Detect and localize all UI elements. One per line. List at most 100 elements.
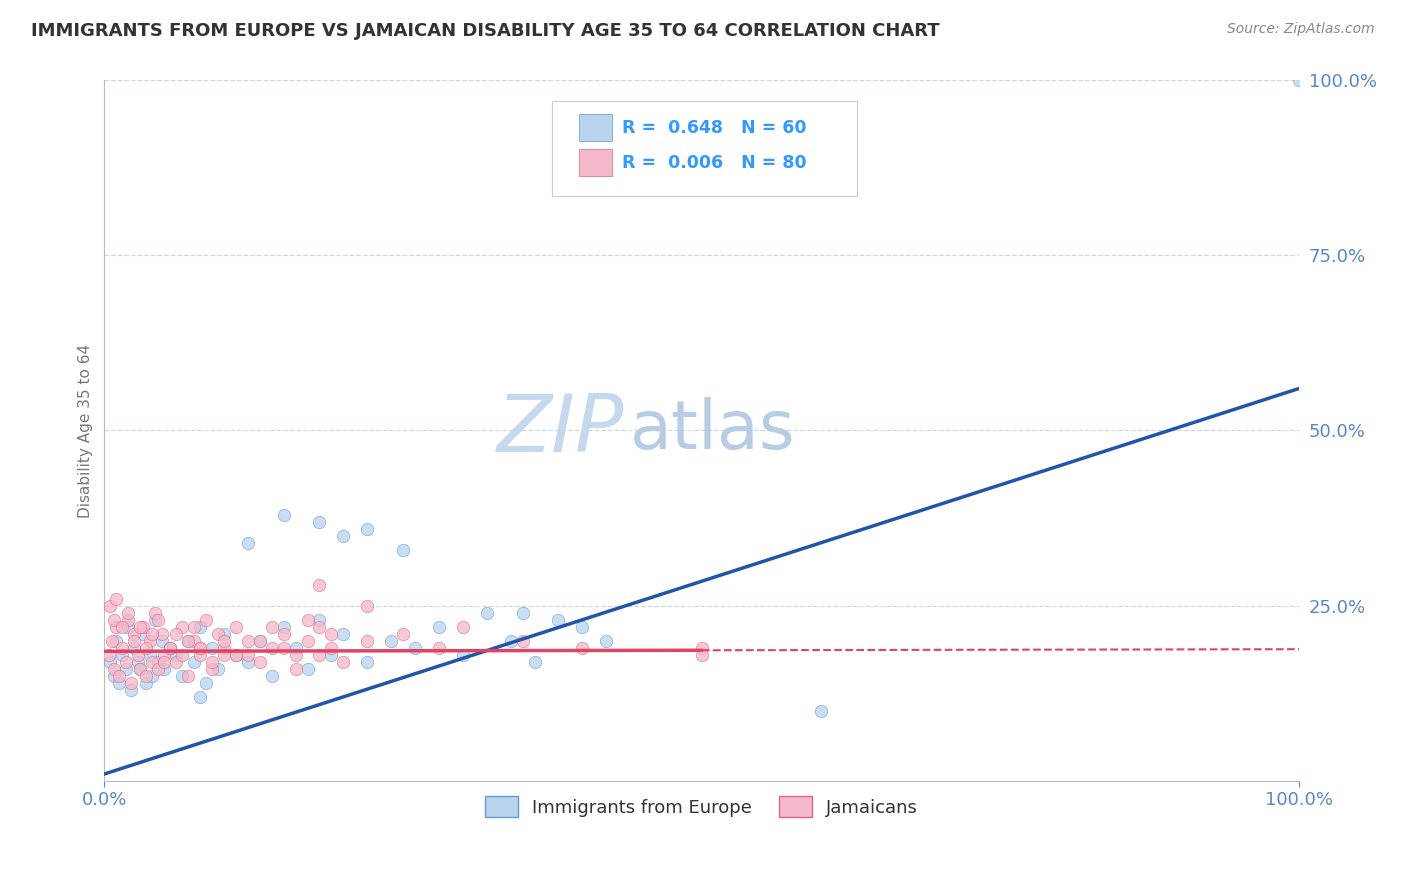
Point: [427, 640, 450, 655]
Point: [212, 640, 235, 655]
Point: [356, 655, 378, 669]
Point: [260, 620, 283, 634]
Point: [165, 655, 187, 669]
Point: [332, 627, 354, 641]
Point: [127, 648, 149, 662]
Point: [105, 591, 128, 606]
Point: [356, 633, 378, 648]
Point: [177, 669, 200, 683]
Point: [207, 662, 229, 676]
Point: [170, 648, 193, 662]
Point: [321, 648, 343, 662]
Point: [308, 515, 330, 529]
Point: [188, 648, 211, 662]
Point: [194, 676, 217, 690]
Point: [188, 640, 211, 655]
Point: [117, 620, 139, 634]
Point: [380, 633, 402, 648]
Point: [107, 669, 129, 683]
FancyBboxPatch shape: [579, 114, 612, 141]
Legend: Immigrants from Europe, Jamaicans: Immigrants from Europe, Jamaicans: [478, 789, 925, 824]
Point: [308, 578, 330, 592]
Point: [117, 613, 139, 627]
Point: [297, 613, 319, 627]
Point: [115, 655, 138, 669]
Point: [475, 606, 498, 620]
Point: [135, 640, 157, 655]
Point: [120, 676, 142, 690]
Point: [451, 620, 474, 634]
Point: [103, 669, 125, 683]
Point: [451, 648, 474, 662]
Point: [201, 655, 224, 669]
Point: [139, 633, 162, 648]
Point: [404, 640, 426, 655]
Point: [135, 676, 157, 690]
Point: [284, 648, 307, 662]
Point: [194, 613, 217, 627]
Point: [159, 640, 181, 655]
Point: [183, 633, 205, 648]
Point: [98, 599, 121, 613]
Point: [143, 606, 166, 620]
Point: [571, 640, 593, 655]
Point: [141, 655, 163, 669]
Point: [212, 633, 235, 648]
Point: [127, 655, 149, 669]
Point: [249, 633, 271, 648]
Point: [260, 669, 283, 683]
Point: [512, 633, 534, 648]
Point: [225, 648, 247, 662]
Text: ZIP: ZIP: [496, 392, 624, 469]
Point: [98, 655, 121, 669]
Point: [297, 633, 319, 648]
Text: R =  0.006   N = 80: R = 0.006 N = 80: [621, 153, 807, 171]
Point: [146, 613, 169, 627]
Point: [103, 613, 125, 627]
Point: [308, 620, 330, 634]
Point: [273, 620, 295, 634]
Point: [129, 620, 152, 634]
Point: [236, 655, 259, 669]
Point: [177, 633, 200, 648]
FancyBboxPatch shape: [579, 149, 612, 176]
Point: [188, 640, 211, 655]
Point: [188, 620, 211, 634]
Point: [188, 690, 211, 704]
Point: [170, 669, 193, 683]
Point: [159, 640, 181, 655]
Y-axis label: Disability Age 35 to 64: Disability Age 35 to 64: [79, 343, 93, 517]
Point: [111, 648, 134, 662]
Point: [225, 620, 247, 634]
Point: [207, 627, 229, 641]
Point: [183, 620, 205, 634]
Point: [392, 627, 415, 641]
Point: [165, 648, 187, 662]
Point: [183, 655, 205, 669]
Point: [131, 627, 153, 641]
Text: atlas: atlas: [630, 398, 796, 464]
Point: [129, 662, 152, 676]
Point: [107, 676, 129, 690]
Point: [356, 599, 378, 613]
Point: [236, 535, 259, 549]
Point: [153, 655, 176, 669]
Point: [159, 640, 181, 655]
Point: [201, 640, 224, 655]
Point: [260, 640, 283, 655]
Point: [141, 627, 163, 641]
Point: [225, 648, 247, 662]
Point: [120, 682, 142, 697]
Point: [523, 655, 546, 669]
Point: [122, 633, 145, 648]
Point: [212, 648, 235, 662]
Point: [547, 613, 569, 627]
Point: [810, 704, 832, 718]
Point: [236, 633, 259, 648]
Point: [273, 508, 295, 522]
Point: [141, 669, 163, 683]
Point: [690, 640, 713, 655]
Point: [98, 648, 121, 662]
Point: [170, 620, 193, 634]
Point: [212, 627, 235, 641]
